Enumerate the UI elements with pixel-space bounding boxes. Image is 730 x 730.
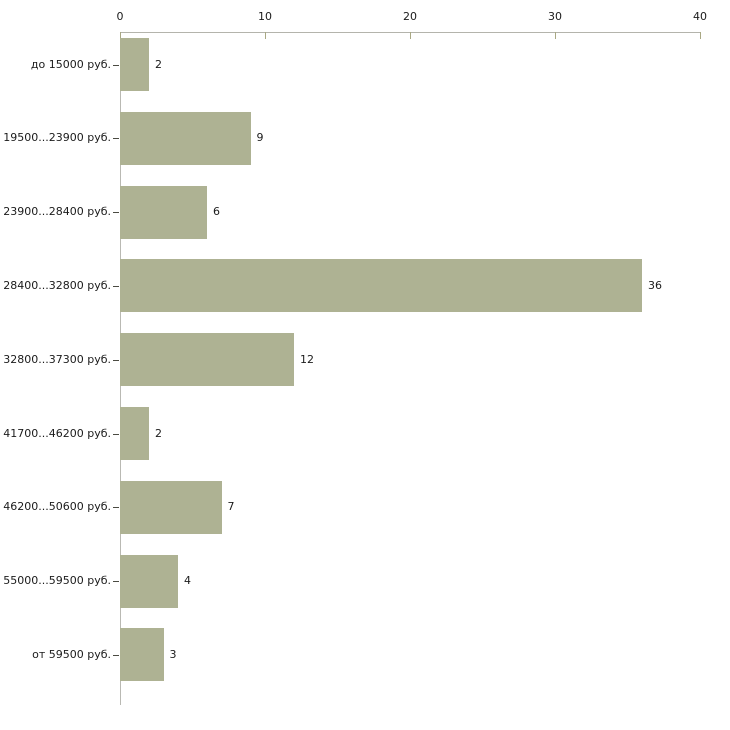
category-tick-mark: [113, 581, 119, 582]
value-tick-label: 30: [548, 10, 562, 23]
category-label: до 15000 руб.: [30, 57, 111, 71]
bar-value-label: 2: [155, 57, 162, 71]
bar[interactable]: [120, 38, 149, 91]
category-tick-mark: [113, 286, 119, 287]
category-tick-mark: [113, 360, 119, 361]
category-label: 32800...37300 руб.: [3, 352, 111, 366]
bar-value-label: 6: [213, 205, 220, 219]
bar-value-label: 2: [155, 426, 162, 440]
value-tick-label: 0: [116, 10, 124, 23]
bar[interactable]: [120, 554, 178, 608]
category-tick-mark: [113, 65, 119, 66]
category-tick-mark: [113, 138, 119, 139]
bar-value-label: 9: [256, 131, 264, 145]
bar-value-label: 12: [300, 352, 314, 366]
value-tick-mark: [555, 32, 556, 39]
value-tick-label: 10: [258, 10, 272, 23]
category-tick-mark: [113, 212, 119, 213]
bar-value-label: 36: [648, 278, 662, 292]
value-tick-label: 20: [403, 10, 417, 23]
bar[interactable]: [120, 111, 251, 165]
bar[interactable]: [120, 333, 294, 387]
category-label: 28400...32800 руб.: [3, 278, 111, 292]
bar[interactable]: [120, 628, 164, 682]
category-label: 19500...23900 руб.: [3, 131, 111, 145]
category-tick-mark: [113, 655, 119, 656]
bar-value-label: 7: [227, 500, 235, 514]
value-tick-label: 40: [693, 10, 707, 23]
bar[interactable]: [120, 407, 149, 460]
category-tick-mark: [113, 434, 119, 435]
value-tick-mark: [120, 32, 121, 39]
category-label: 41700...46200 руб.: [3, 426, 111, 440]
value-tick-mark: [700, 32, 701, 39]
bar-value-label: 3: [169, 647, 177, 661]
value-tick-mark: [410, 32, 411, 39]
category-tick-mark: [113, 507, 119, 508]
bar[interactable]: [120, 185, 207, 239]
value-tick-mark: [265, 32, 266, 39]
category-label: от 59500 руб.: [32, 647, 111, 661]
category-label: 23900...28400 руб.: [3, 205, 111, 219]
bar-value-label: 4: [184, 574, 191, 588]
category-label: 46200...50600 руб.: [3, 500, 111, 514]
bar[interactable]: [120, 259, 642, 313]
bar[interactable]: [120, 480, 222, 534]
category-label: 55000...59500 руб.: [3, 574, 111, 588]
